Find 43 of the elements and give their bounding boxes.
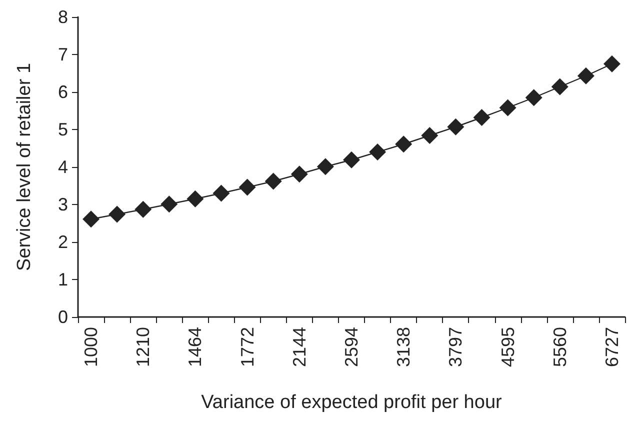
y-tick-label: 4 (58, 157, 68, 177)
point (264, 172, 282, 190)
x-tick-label: 4595 (498, 327, 518, 368)
point (525, 89, 542, 106)
point (186, 190, 204, 208)
point (238, 178, 256, 196)
x-axis-title: Variance of expected profit per hour (201, 392, 502, 413)
point (82, 210, 100, 228)
y-tick-label: 1 (58, 270, 68, 290)
y-tick-label: 7 (58, 44, 68, 64)
point (603, 55, 620, 72)
x-tick-label: 2594 (342, 327, 362, 368)
point (577, 67, 594, 84)
y-tick-label: 2 (58, 232, 68, 252)
x-tick-label: 3797 (446, 327, 466, 368)
point (421, 127, 438, 144)
x-tick-label: 1210 (133, 327, 154, 368)
x-tick-label: 3138 (394, 327, 414, 368)
x-tick-label: 1464 (185, 327, 206, 368)
x-tick-label: 2144 (289, 327, 310, 368)
y-tick-label: 6 (58, 82, 68, 102)
y-tick-label: 0 (58, 307, 68, 327)
point (369, 144, 386, 160)
x-tick-label: 5560 (550, 327, 570, 368)
point (316, 158, 334, 176)
point (551, 78, 568, 96)
y-tick-label: 5 (58, 120, 68, 140)
point (160, 196, 178, 213)
point (499, 99, 516, 116)
point (343, 151, 360, 168)
y-tick-label: 3 (58, 194, 68, 214)
x-tick-label: 1772 (237, 327, 258, 368)
point (473, 109, 490, 126)
x-tick-label: 6727 (602, 327, 622, 368)
point (212, 184, 230, 202)
point (395, 136, 412, 153)
point (134, 200, 152, 218)
x-tick-label: 1000 (81, 327, 102, 368)
point (290, 166, 308, 183)
y-tick-label: 8 (58, 7, 68, 27)
point (108, 206, 126, 223)
y-axis-title: Service level of retailer 1 (14, 62, 35, 272)
point (447, 118, 464, 136)
